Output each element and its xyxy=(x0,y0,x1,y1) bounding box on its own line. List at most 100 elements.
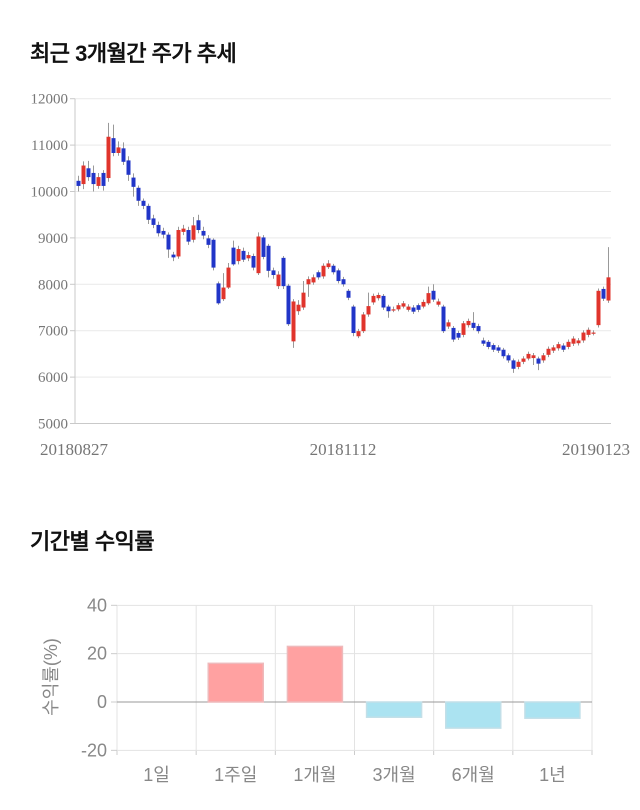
candle-body xyxy=(201,230,206,236)
candle-body xyxy=(86,168,91,178)
candle-body xyxy=(211,239,216,268)
candle-body xyxy=(141,200,146,206)
candle-body xyxy=(596,290,601,326)
candle-body xyxy=(486,341,491,347)
candle-body xyxy=(251,255,256,268)
candle-body xyxy=(391,309,396,311)
candle-body xyxy=(511,360,516,369)
candle-body xyxy=(156,224,161,234)
candle-body xyxy=(151,218,156,225)
candle-body xyxy=(441,306,446,332)
candle-body xyxy=(336,270,341,282)
candle-body xyxy=(126,160,131,175)
candle-body xyxy=(561,345,566,350)
price-candlestick-chart-canvas: 12000 11000 10000 9000 8000 7000 6000 5000 20180… xyxy=(31,92,631,459)
candle-body xyxy=(276,274,281,287)
y-tick-label: 8000 xyxy=(38,277,68,293)
candle-body xyxy=(106,136,111,179)
candle-body xyxy=(436,301,441,305)
candle-body xyxy=(506,355,511,361)
candle-body xyxy=(316,272,321,278)
x-category-label: 1개월 xyxy=(293,765,336,785)
returns-bar-chart-canvas: 40 20 0 -20 1일 1주일 1개월 3개월 6개월 1년 수익률(%) xyxy=(41,595,593,785)
candle-body xyxy=(361,314,366,332)
candle-body xyxy=(571,338,576,344)
candle-body xyxy=(196,220,201,231)
price-chart-title: 최근 3개월간 주가 추세 xyxy=(30,41,237,66)
candle-body xyxy=(146,205,151,220)
candle-body xyxy=(381,295,386,308)
y-tick-label: 11000 xyxy=(31,138,68,154)
candle-body xyxy=(541,355,546,361)
candle-body xyxy=(256,236,261,274)
y-tick-label: 0 xyxy=(97,692,107,712)
candle-body xyxy=(226,267,231,288)
x-label-end: 20190123 xyxy=(562,440,630,459)
candle-body xyxy=(291,301,296,342)
candle-body xyxy=(601,288,606,299)
candle-body xyxy=(246,255,251,259)
candle-body xyxy=(586,329,591,335)
candle-body xyxy=(266,245,271,271)
y-tick-label: -20 xyxy=(81,740,107,760)
candle-body xyxy=(271,270,276,276)
candle-body xyxy=(241,250,246,260)
x-category-label: 1일 xyxy=(143,765,170,785)
candle-body xyxy=(301,292,306,308)
candle-body xyxy=(416,305,421,310)
candle-body xyxy=(221,287,226,300)
y-axis-title: 수익률(%) xyxy=(41,638,61,716)
candle-body xyxy=(466,320,471,326)
x-category-label: 3개월 xyxy=(373,765,416,785)
candle-body xyxy=(401,303,406,307)
candle-body xyxy=(396,305,401,310)
candle-body xyxy=(531,355,536,359)
candle-body xyxy=(96,177,101,186)
candle-body xyxy=(191,225,196,240)
candle-body xyxy=(76,180,81,186)
candle-body xyxy=(556,344,561,349)
candle-body xyxy=(581,332,586,341)
y-tick-label: 7000 xyxy=(38,324,68,340)
candle-body xyxy=(81,165,86,185)
candle-body xyxy=(131,177,136,187)
candle-body xyxy=(526,353,531,359)
y-tick-label: 5000 xyxy=(38,417,68,433)
candle-body xyxy=(481,340,486,344)
candle-body xyxy=(366,306,371,315)
candle-body xyxy=(411,307,416,312)
candle-body xyxy=(181,228,186,232)
candle-body xyxy=(161,230,166,235)
candle-body xyxy=(346,290,351,298)
candle-body xyxy=(101,172,106,186)
candle-body xyxy=(286,285,291,325)
candle-body xyxy=(566,341,571,347)
candle-body xyxy=(351,306,356,334)
candle-body xyxy=(576,340,581,344)
x-category-label: 1년 xyxy=(539,765,566,785)
candle-body xyxy=(376,294,381,299)
candle-body xyxy=(171,254,176,258)
candle-body xyxy=(426,293,431,304)
candle-body xyxy=(231,247,236,265)
y-tick-label: 6000 xyxy=(38,370,68,386)
candle-body xyxy=(216,283,221,304)
return-bar xyxy=(365,701,423,718)
candle-body xyxy=(236,249,241,262)
candle-body xyxy=(341,279,346,285)
x-category-label: 1주일 xyxy=(214,765,257,785)
candle-body xyxy=(331,265,336,273)
candle-body xyxy=(356,331,361,337)
candle-body xyxy=(491,345,496,350)
candle-body xyxy=(296,304,301,312)
candle-body xyxy=(176,230,181,257)
candle-body xyxy=(521,358,526,362)
y-tick-label: 10000 xyxy=(31,185,69,201)
candle-body xyxy=(386,306,391,312)
candle-body xyxy=(121,148,126,162)
y-tick-label: 12000 xyxy=(31,92,69,108)
candle-body xyxy=(111,138,116,153)
candle-body xyxy=(456,333,461,338)
candle-body xyxy=(311,277,316,283)
return-bar xyxy=(207,662,264,703)
